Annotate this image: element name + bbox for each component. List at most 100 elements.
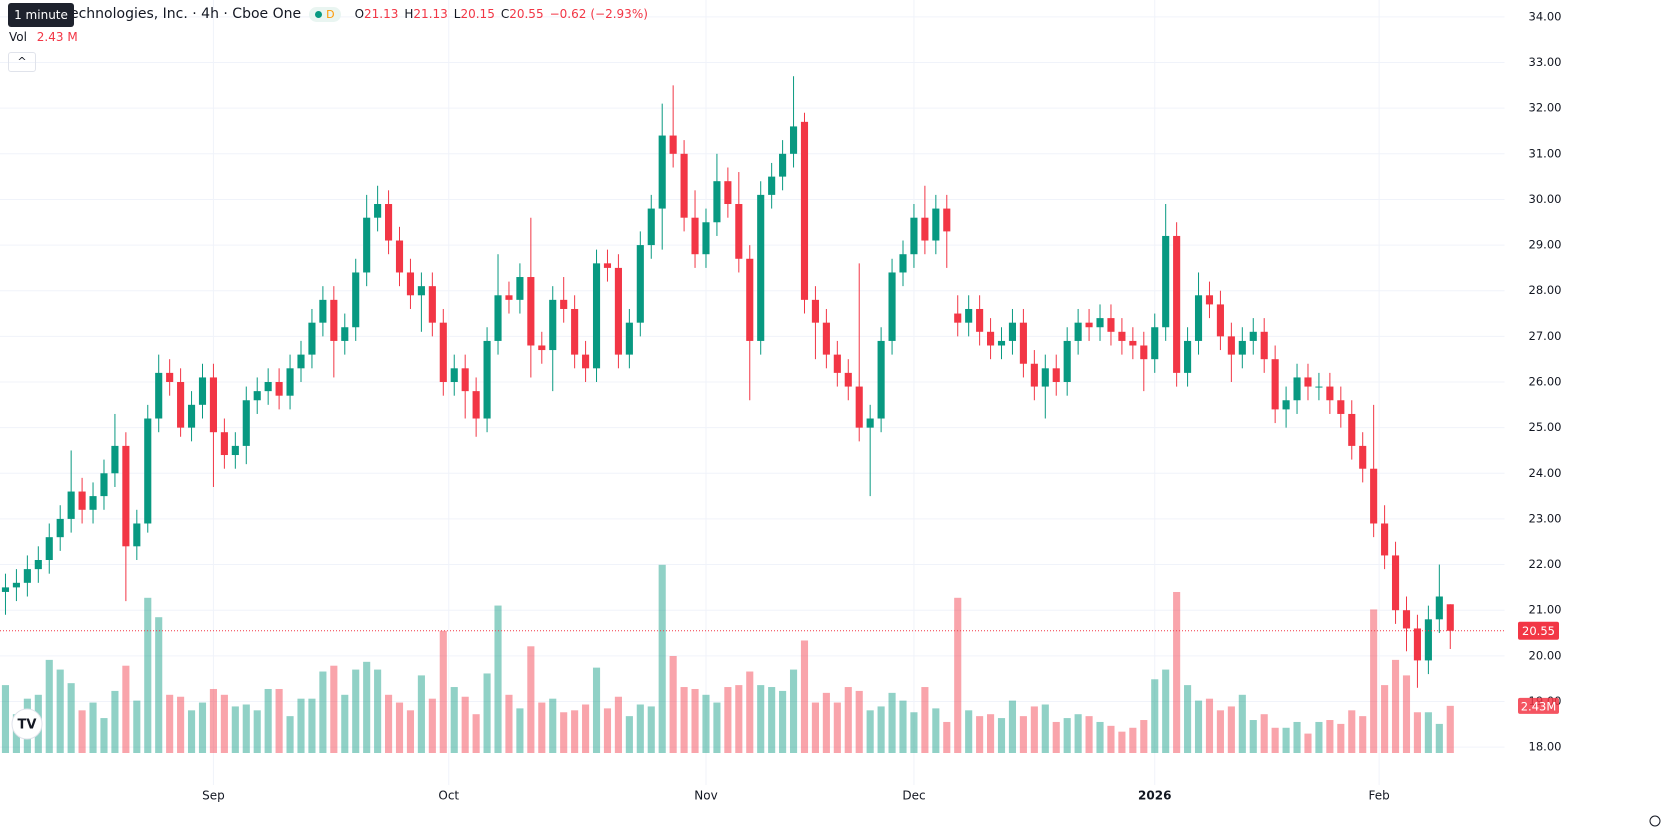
candle-body bbox=[45, 537, 53, 560]
candle-body bbox=[822, 322, 830, 355]
candle-body bbox=[1435, 596, 1443, 620]
ohlc-key: O bbox=[354, 7, 365, 21]
volume-bar bbox=[1019, 716, 1027, 753]
volume-bar bbox=[1402, 675, 1411, 753]
volume-bar bbox=[417, 675, 425, 753]
candle-body bbox=[231, 445, 239, 456]
candle-body bbox=[275, 382, 283, 396]
volume-bar bbox=[144, 597, 152, 753]
candle-body bbox=[505, 295, 513, 300]
candle-body bbox=[494, 295, 502, 341]
candle-body bbox=[417, 286, 425, 296]
volume-bar bbox=[209, 688, 217, 753]
candle-body bbox=[166, 372, 174, 383]
candle-body bbox=[1173, 235, 1181, 373]
candle-body bbox=[122, 445, 130, 547]
volume-badge bbox=[1518, 697, 1559, 714]
ohlc-key: L bbox=[453, 7, 461, 21]
candle-body bbox=[899, 254, 907, 273]
x-tick-label: Feb bbox=[1369, 789, 1390, 803]
candle-body bbox=[582, 354, 590, 369]
candle-layer bbox=[1, 76, 1454, 688]
volume-bar bbox=[844, 687, 852, 753]
volume-bar bbox=[1348, 710, 1356, 753]
status-badge[interactable]: D bbox=[309, 6, 341, 22]
candle-body bbox=[1402, 610, 1411, 629]
x-tick-label: Oct bbox=[438, 789, 459, 803]
volume-bar bbox=[1129, 727, 1137, 753]
candle-body bbox=[89, 496, 97, 510]
candle-body bbox=[1271, 359, 1279, 410]
candle-body bbox=[757, 194, 765, 341]
volume-bar bbox=[1205, 698, 1214, 753]
candle-body bbox=[549, 299, 557, 351]
volume-bar bbox=[1293, 721, 1301, 753]
volume-bar bbox=[647, 706, 655, 753]
y-tick-label: 28.00 bbox=[1529, 283, 1562, 297]
candle-body bbox=[78, 491, 86, 510]
candle-body bbox=[374, 204, 382, 218]
status-text: D bbox=[326, 7, 335, 21]
volume-bar bbox=[888, 692, 896, 753]
volume-bar bbox=[932, 708, 940, 753]
volume-bar bbox=[833, 702, 841, 753]
ohlc-key: C bbox=[500, 7, 510, 21]
candle-body bbox=[483, 340, 491, 419]
y-tick-label: 29.00 bbox=[1529, 238, 1562, 252]
volume-bar bbox=[910, 712, 918, 753]
logo-mark: TV bbox=[18, 718, 37, 733]
volume-bar bbox=[308, 698, 316, 753]
candle-body bbox=[12, 582, 20, 588]
candle-body bbox=[1348, 413, 1356, 446]
volume-bar bbox=[789, 669, 798, 753]
logo[interactable] bbox=[11, 708, 43, 740]
volume-bar bbox=[472, 714, 480, 753]
candle-body bbox=[538, 345, 546, 351]
volume-bar bbox=[1238, 694, 1246, 753]
volume-bar bbox=[713, 702, 721, 753]
volume-bar bbox=[177, 696, 185, 753]
volume-bar bbox=[855, 690, 863, 753]
volume-bar bbox=[1184, 685, 1192, 753]
settings-icon[interactable] bbox=[1649, 815, 1661, 827]
candle-body bbox=[1381, 523, 1389, 556]
candle-body bbox=[724, 181, 732, 205]
volume-bar bbox=[1194, 700, 1203, 753]
candle-body bbox=[1194, 295, 1203, 341]
candle-body bbox=[1227, 336, 1235, 355]
volume-bar bbox=[560, 712, 568, 753]
volume-bar bbox=[187, 710, 196, 753]
volume-bar bbox=[669, 656, 677, 753]
volume-bar bbox=[1008, 700, 1017, 753]
volume-layer bbox=[1, 564, 1454, 753]
volume-bar bbox=[297, 698, 305, 753]
volume-bar bbox=[286, 716, 294, 753]
candle-body bbox=[560, 299, 568, 309]
volume-bar bbox=[1282, 727, 1290, 753]
collapse-button[interactable]: ^ bbox=[8, 52, 36, 72]
candle-body bbox=[450, 368, 458, 383]
volume-bar bbox=[319, 671, 327, 753]
volume-bar bbox=[527, 646, 535, 753]
volume-bar bbox=[538, 702, 546, 753]
volume-bar bbox=[592, 667, 601, 753]
candle-body bbox=[592, 263, 601, 369]
candle-body bbox=[603, 263, 612, 268]
candle-body bbox=[1041, 368, 1049, 387]
candle-body bbox=[155, 372, 163, 419]
symbol-title: echnologies, Inc. · 4h · Cboe One bbox=[70, 6, 302, 22]
candle-body bbox=[1304, 377, 1312, 387]
volume-bar bbox=[954, 597, 962, 753]
volume-bar bbox=[943, 721, 951, 753]
x-tick-label: Nov bbox=[694, 789, 717, 803]
volume-bar bbox=[385, 694, 393, 753]
candle-body bbox=[308, 322, 316, 355]
candle-body bbox=[363, 217, 371, 273]
candle-body bbox=[100, 473, 108, 497]
x-tick-label: Dec bbox=[902, 789, 925, 803]
volume-bar bbox=[746, 671, 754, 753]
candle-body bbox=[921, 217, 929, 241]
volume-bar bbox=[1140, 720, 1148, 753]
volume-bar bbox=[1315, 721, 1323, 753]
volume-bar bbox=[1052, 721, 1060, 753]
